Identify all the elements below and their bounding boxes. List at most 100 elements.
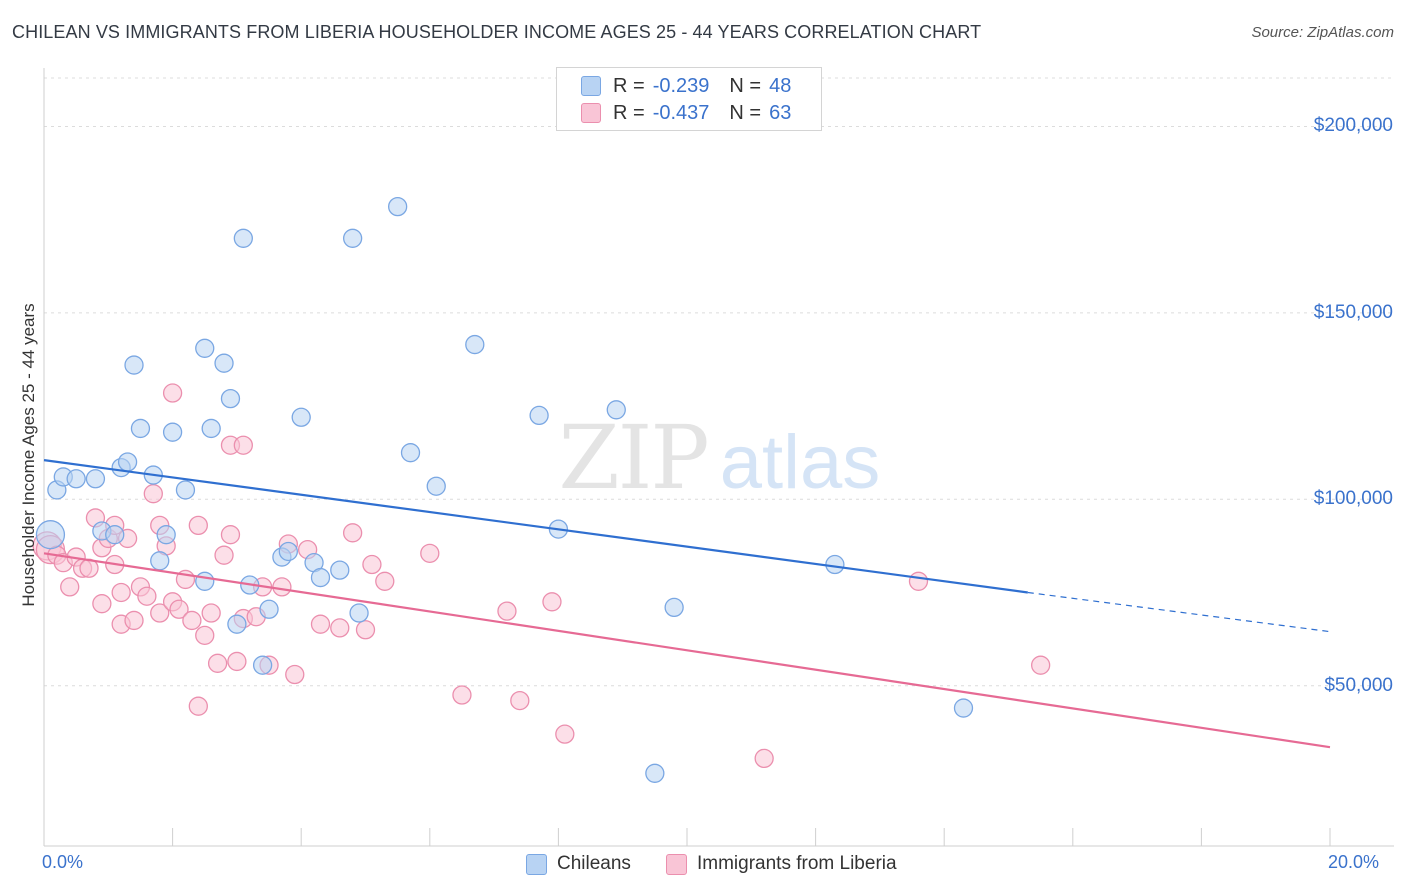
liberia-point <box>497 601 517 621</box>
chilean-point <box>387 196 408 217</box>
bottom-swatch-blue <box>526 853 547 875</box>
y-tick-label: $50,000 <box>1324 674 1393 696</box>
liberia-point <box>330 618 350 638</box>
liberia-point <box>542 592 562 612</box>
liberia-point <box>233 435 253 455</box>
liberia-point <box>908 571 929 591</box>
chilean-point <box>66 469 86 489</box>
chilean-point <box>342 228 363 248</box>
chart-title: CHILEAN VS IMMIGRANTS FROM LIBERIA HOUSE… <box>12 22 982 42</box>
chilean-point <box>35 520 66 550</box>
chilean-point <box>645 763 665 783</box>
chilean-point <box>201 418 221 439</box>
series-liberia-points <box>32 383 1051 769</box>
legend-swatch-pink <box>581 103 601 123</box>
chilean-point <box>259 599 279 619</box>
chilean-point <box>214 353 234 373</box>
liberia-point <box>1031 655 1051 675</box>
liberia-point <box>188 515 208 536</box>
watermark-zip: ZIP <box>558 406 707 509</box>
legend-swatch-blue <box>581 76 601 96</box>
liberia-point <box>188 696 208 716</box>
watermark-atlas: atlas <box>720 420 881 505</box>
legend-row-chileans: R = -0.239 N = 48 <box>581 73 791 99</box>
liberia-point <box>310 614 331 634</box>
liberia-point <box>452 685 472 705</box>
chilean-point <box>330 560 350 580</box>
chilean-point <box>278 541 298 562</box>
y-tick-label: $150,000 <box>1313 301 1393 323</box>
legend-r-value: -0.239 <box>652 74 710 97</box>
trend-line-chileans <box>43 459 1028 594</box>
liberia-point <box>143 484 163 504</box>
liberia-point <box>214 545 234 565</box>
bottom-legend-liberia: Immigrants from Liberia <box>666 851 897 877</box>
liberia-point <box>220 525 241 545</box>
liberia-point <box>227 651 247 672</box>
chilean-point <box>252 655 273 675</box>
chilean-point <box>195 338 215 358</box>
chilean-point <box>664 597 684 618</box>
liberia-point <box>285 664 305 685</box>
chilean-point <box>227 614 247 634</box>
chilean-point <box>162 422 183 442</box>
chilean-point <box>105 525 125 545</box>
liberia-point <box>555 724 575 744</box>
liberia-point <box>362 554 382 575</box>
trend-line-chileans-extension <box>1027 591 1331 633</box>
liberia-point <box>207 653 228 673</box>
chilean-point <box>291 407 311 427</box>
legend-n-value: 63 <box>769 101 792 124</box>
liberia-point <box>754 748 774 769</box>
bottom-legend-label: Chileans <box>557 853 631 874</box>
chilean-point <box>195 571 215 591</box>
chilean-point <box>426 476 446 496</box>
x-tick-label-min: 0.0% <box>42 852 84 872</box>
liberia-point <box>201 603 221 623</box>
legend-n-label: N = <box>729 101 762 124</box>
bottom-legend-chileans: Chileans <box>526 851 631 877</box>
liberia-point <box>510 690 530 711</box>
source-label: Source: ZipAtlas.com <box>1251 24 1394 41</box>
bottom-legend-label: Immigrants from Liberia <box>697 853 897 874</box>
liberia-point <box>342 523 363 543</box>
y-axis-title: Householder Income Ages 25 - 44 years <box>19 303 38 607</box>
chilean-point <box>529 405 549 426</box>
liberia-point <box>420 543 440 563</box>
liberia-point <box>169 599 189 619</box>
chilean-point <box>130 418 151 439</box>
series-chileans-points <box>35 196 974 783</box>
chilean-point <box>156 525 176 545</box>
y-tick-label: $100,000 <box>1313 488 1393 510</box>
legend-r-value: -0.437 <box>652 101 710 124</box>
chilean-point <box>310 567 331 588</box>
grid-lines <box>44 77 1394 687</box>
liberia-point <box>272 577 292 597</box>
trend-lines <box>43 459 1331 749</box>
chilean-point <box>606 400 626 420</box>
chilean-point <box>465 334 485 355</box>
legend-r-label: R = <box>613 101 645 124</box>
x-tick-label-max: 20.0% <box>1328 852 1380 872</box>
chilean-point <box>220 388 241 409</box>
liberia-point <box>195 625 215 646</box>
chilean-point <box>825 554 845 575</box>
chilean-point <box>85 469 106 489</box>
liberia-point <box>355 620 376 640</box>
liberia-point <box>182 610 202 631</box>
chilean-point <box>953 698 974 718</box>
liberia-point <box>162 383 183 403</box>
legend-row-liberia: R = -0.437 N = 63 <box>581 100 791 126</box>
bottom-swatch-pink <box>666 853 687 875</box>
liberia-point <box>150 603 170 623</box>
chilean-point <box>124 355 144 375</box>
y-tick-label: $200,000 <box>1313 115 1393 137</box>
stats-legend: R = -0.239 N = 48 R = -0.437 N = 63 <box>556 67 822 131</box>
chilean-point <box>349 603 369 623</box>
axes <box>43 68 1394 847</box>
liberia-point <box>124 610 144 631</box>
legend-r-label: R = <box>613 74 645 97</box>
liberia-point <box>375 571 395 591</box>
trend-line-liberia <box>43 552 1331 749</box>
